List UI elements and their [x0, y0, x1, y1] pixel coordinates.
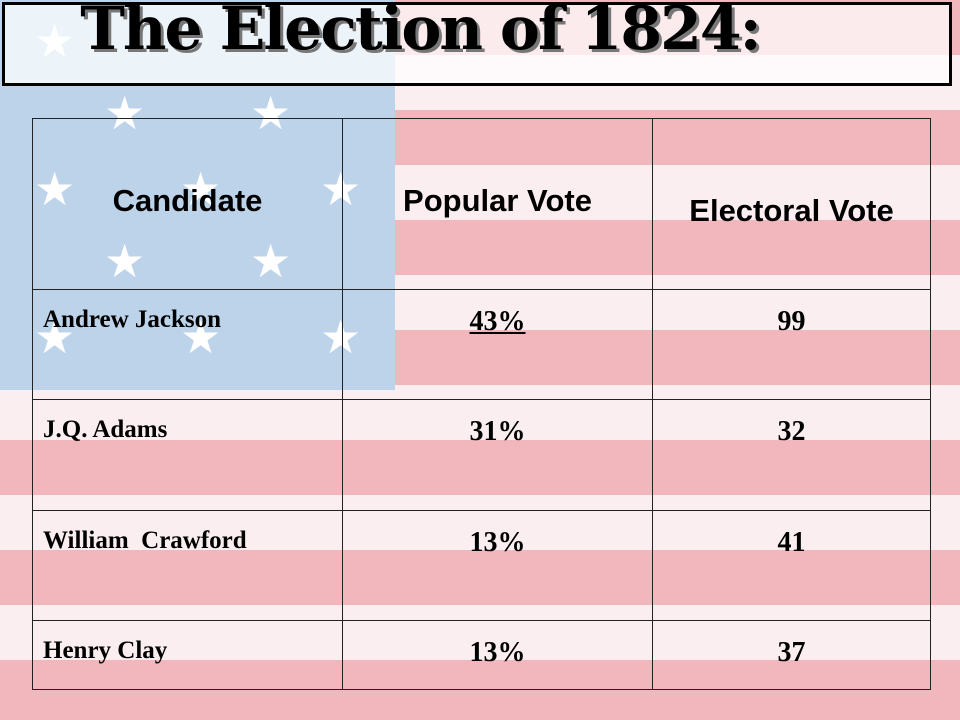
- election-results-table: Candidate Popular Vote Electoral Vote An…: [32, 118, 931, 690]
- candidate-cell: Andrew Jackson: [32, 288, 343, 401]
- candidate-name: Henry Clay: [43, 637, 168, 664]
- header-popular-vote-label: Popular Vote: [403, 182, 592, 218]
- candidate-name: J.Q. Adams: [43, 416, 168, 444]
- header-candidate-label: Candidate: [112, 182, 263, 218]
- electoral-vote-value: 32: [777, 416, 806, 448]
- popular-vote-cell: 31%: [342, 399, 653, 511]
- popular-vote-value: 13%: [469, 526, 526, 558]
- electoral-vote-value: 37: [777, 637, 806, 668]
- header-popular-vote: Popular Vote: [342, 118, 653, 290]
- header-electoral-vote-label: Electoral Vote: [689, 192, 894, 228]
- table-row: J.Q. Adams 31% 32: [32, 399, 931, 511]
- electoral-vote-cell: 32: [652, 399, 931, 511]
- popular-vote-cell: 43%: [342, 288, 653, 401]
- header-electoral-vote: Electoral Vote: [652, 118, 931, 290]
- candidate-cell: J.Q. Adams: [32, 399, 343, 511]
- header-candidate: Candidate: [32, 118, 343, 290]
- electoral-vote-cell: 37: [652, 620, 931, 690]
- table-row: Andrew Jackson 43% 99: [32, 288, 931, 401]
- candidate-name: Andrew Jackson: [43, 305, 222, 333]
- popular-vote-cell: 13%: [342, 509, 653, 622]
- electoral-vote-value: 99: [777, 305, 806, 337]
- candidate-cell: Henry Clay: [32, 620, 343, 690]
- page-title: The Election of 1824:: [80, 0, 761, 64]
- title-banner: [2, 2, 952, 86]
- electoral-vote-cell: 99: [652, 288, 931, 401]
- candidate-cell: William Crawford: [32, 509, 343, 622]
- table-row: William Crawford 13% 41: [32, 509, 931, 622]
- popular-vote-value: 43%: [469, 305, 526, 337]
- popular-vote-value: 13%: [469, 637, 526, 668]
- candidate-name: William Crawford: [43, 526, 247, 554]
- popular-vote-value: 31%: [469, 416, 526, 448]
- popular-vote-cell: 13%: [342, 620, 653, 690]
- electoral-vote-cell: 41: [652, 509, 931, 622]
- table-header-row: Candidate Popular Vote Electoral Vote: [32, 118, 931, 290]
- table-row: Henry Clay 13% 37: [32, 620, 931, 690]
- electoral-vote-value: 41: [777, 526, 806, 558]
